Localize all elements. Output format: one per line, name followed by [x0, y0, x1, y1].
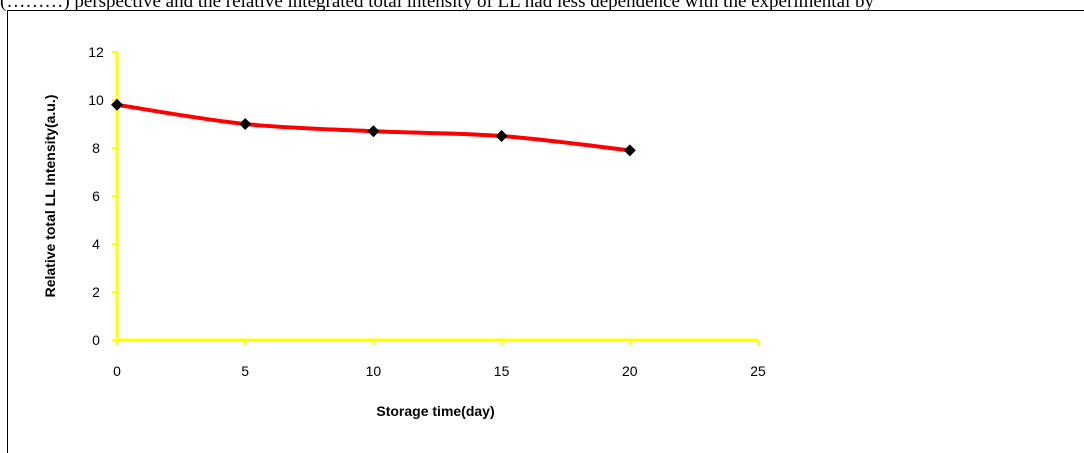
x-tick-label: 25	[750, 363, 766, 379]
tick-labels: 0 2 4 6 8 10 12 0 5 10 15 20 25	[88, 44, 766, 379]
data-point	[111, 98, 123, 111]
caption-fragment: (………) perspective and the relative integ…	[0, 0, 875, 11]
y-axis-title: Relative total LL Intensity(a.u.)	[42, 95, 58, 298]
figure-frame	[7, 10, 1084, 453]
x-tick-label: 15	[494, 363, 510, 379]
y-tick-label: 10	[88, 92, 104, 108]
y-tick-label: 4	[92, 236, 100, 252]
x-tick-label: 5	[241, 363, 249, 379]
x-tick-label: 20	[622, 363, 638, 379]
x-axis-title: Storage time(day)	[376, 403, 494, 419]
y-tick-label: 12	[88, 44, 104, 60]
y-tick-label: 6	[92, 188, 100, 204]
x-tick-label: 10	[366, 363, 382, 379]
x-tick-label: 0	[113, 363, 121, 379]
axes	[112, 51, 759, 345]
y-tick-label: 0	[92, 332, 100, 348]
data-point	[495, 130, 508, 142]
y-tick-label: 8	[92, 140, 100, 156]
data-point	[239, 118, 252, 130]
y-tick-label: 2	[92, 284, 100, 300]
plot-area	[111, 98, 636, 157]
data-point	[623, 144, 636, 157]
data-point	[367, 125, 380, 138]
